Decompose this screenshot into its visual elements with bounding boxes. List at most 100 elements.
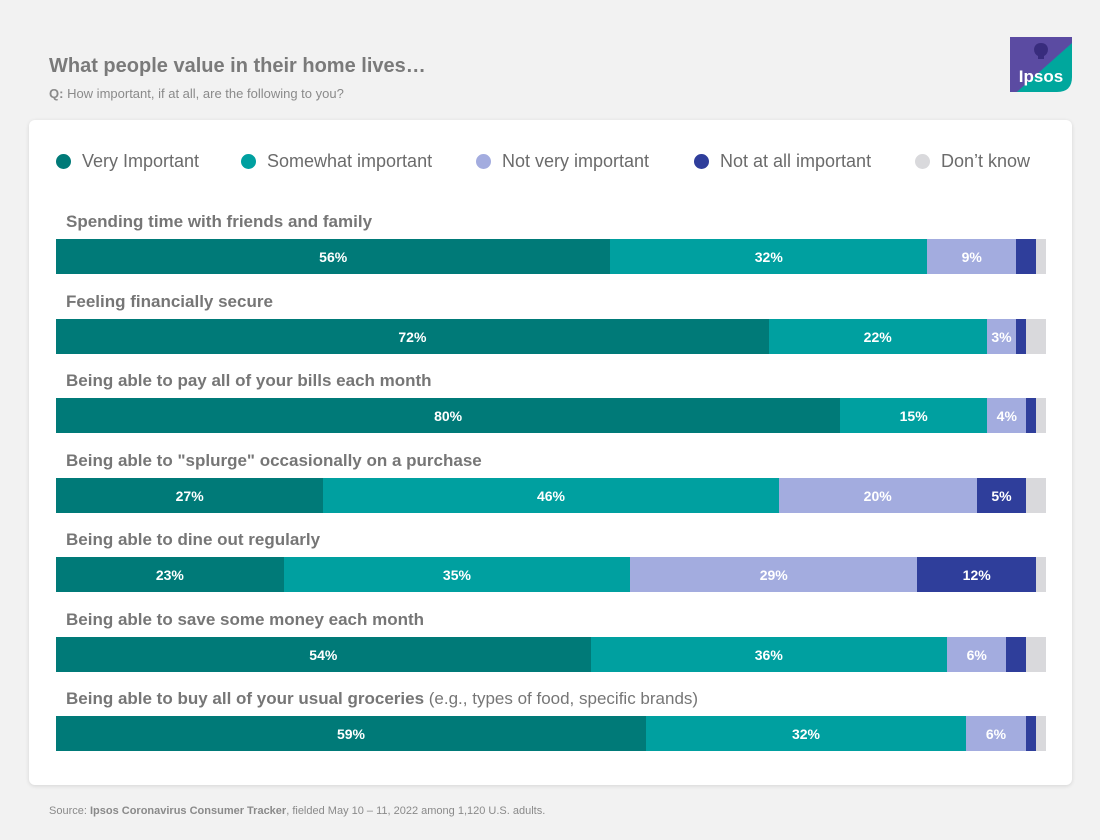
bar-segment-notatall: 12% [917,557,1036,592]
data-label: 35% [443,567,471,583]
stacked-bar: 80% 15% 4% [56,398,1046,433]
category-label: Being able to dine out regularly [66,530,320,550]
data-label: 6% [986,726,1006,742]
data-label: 80% [434,408,462,424]
legend-label-dontknow: Don’t know [941,151,1030,172]
legend-item-notatall: Not at all important [694,150,871,172]
bar-segment-dontknow [1026,637,1046,672]
data-label: 15% [900,408,928,424]
category-label-text: Spending time with friends and family [66,212,372,231]
legend-item-very: Very Important [56,150,199,172]
bar-segment-dontknow [1036,398,1046,433]
data-label: 3% [991,329,1011,345]
source-details: , fielded May 10 – 11, 2022 among 1,120 … [286,805,545,817]
ipsos-logo: Ipsos [1010,37,1072,92]
bar-segment-very: 27% [56,478,323,513]
bar-segment-dontknow [1026,478,1046,513]
source-note: Source: Ipsos Coronavirus Consumer Track… [49,805,545,817]
bar-segment-somewhat: 32% [610,239,927,274]
bar-segment-very: 80% [56,398,840,433]
bar-segment-somewhat: 32% [646,716,966,751]
data-label: 56% [319,249,347,265]
legend-label-notvery: Not very important [502,151,649,172]
bar-segment-notvery: 6% [947,637,1006,672]
bar-segment-somewhat: 36% [591,637,947,672]
legend-dot-dontknow [915,154,930,169]
bar-segment-somewhat: 46% [323,478,778,513]
stacked-bar: 59% 32% 6% [56,716,1046,751]
logo-text: Ipsos [1019,67,1063,86]
bar-segment-somewhat: 35% [284,557,631,592]
data-label: 9% [962,249,982,265]
category-label: Spending time with friends and family [66,212,372,232]
bar-segment-notatall [1006,637,1026,672]
category-label: Being able to "splurge" occasionally on … [66,451,482,471]
bar-segment-notvery: 20% [779,478,977,513]
category-label-text: Being able to "splurge" occasionally on … [66,451,482,470]
category-label-note: (e.g., types of food, specific brands) [424,689,698,708]
legend-label-very: Very Important [82,151,199,172]
bar-segment-notatall: 5% [977,478,1027,513]
bar-segment-notvery: 9% [927,239,1016,274]
stacked-bar: 27% 46% 20% 5% [56,478,1046,513]
legend-label-somewhat: Somewhat important [267,151,432,172]
legend-dot-somewhat [241,154,256,169]
category-label: Being able to save some money each month [66,610,424,630]
data-label: 20% [864,488,892,504]
data-label: 22% [864,329,892,345]
bar-segment-notatall [1026,398,1036,433]
bar-segment-dontknow [1036,716,1046,751]
data-label: 54% [309,647,337,663]
data-label: 32% [755,249,783,265]
category-label: Feeling financially secure [66,292,273,312]
stacked-bar: 72% 22% 3% [56,319,1046,354]
bar-segment-dontknow [1036,239,1046,274]
question-prefix: Q: [49,86,63,101]
category-label-text: Being able to pay all of your bills each… [66,371,432,390]
category-label-text: Being able to buy all of your usual groc… [66,689,424,708]
category-label: Being able to buy all of your usual groc… [66,689,698,709]
bar-segment-notatall [1016,239,1036,274]
bar-segment-dontknow [1036,557,1046,592]
bar-segment-notvery: 3% [987,319,1017,354]
bar-segment-very: 54% [56,637,591,672]
bar-segment-somewhat: 15% [840,398,987,433]
stacked-bar: 54% 36% 6% [56,637,1046,672]
category-label-text: Feeling financially secure [66,292,273,311]
source-prefix: Source: [49,805,90,817]
page-title: What people value in their home lives… [49,55,426,78]
bar-segment-somewhat: 22% [769,319,987,354]
bar-segment-very: 59% [56,716,646,751]
category-label: Being able to pay all of your bills each… [66,371,432,391]
legend-dot-notatall [694,154,709,169]
chart-legend: Very Important Somewhat important Not very… [0,150,1100,172]
data-label: 23% [156,567,184,583]
data-label: 5% [991,488,1011,504]
question-text: How important, if at all, are the follow… [63,86,343,101]
source-name: Ipsos Coronavirus Consumer Tracker [90,805,286,817]
legend-dot-very [56,154,71,169]
category-label-text: Being able to save some money each month [66,610,424,629]
bar-segment-very: 56% [56,239,610,274]
data-label: 46% [537,488,565,504]
bar-segment-notvery: 6% [966,716,1026,751]
category-label-text: Being able to dine out regularly [66,530,320,549]
bar-segment-notatall [1016,319,1026,354]
legend-item-dontknow: Don’t know [915,150,1030,172]
data-label: 12% [963,567,991,583]
data-label: 27% [176,488,204,504]
data-label: 36% [755,647,783,663]
bar-segment-notatall [1026,716,1036,751]
data-label: 72% [398,329,426,345]
ipsos-logo-mark: Ipsos [1010,37,1072,92]
data-label: 4% [997,408,1017,424]
legend-label-notatall: Not at all important [720,151,871,172]
data-label: 29% [760,567,788,583]
data-label: 59% [337,726,365,742]
question-subtitle: Q: How important, if at all, are the fol… [49,86,344,101]
data-label: 6% [967,647,987,663]
bar-segment-very: 23% [56,557,284,592]
stacked-bar: 23% 35% 29% 12% [56,557,1046,592]
legend-item-notvery: Not very important [476,150,649,172]
stacked-bar: 56% 32% 9% [56,239,1046,274]
